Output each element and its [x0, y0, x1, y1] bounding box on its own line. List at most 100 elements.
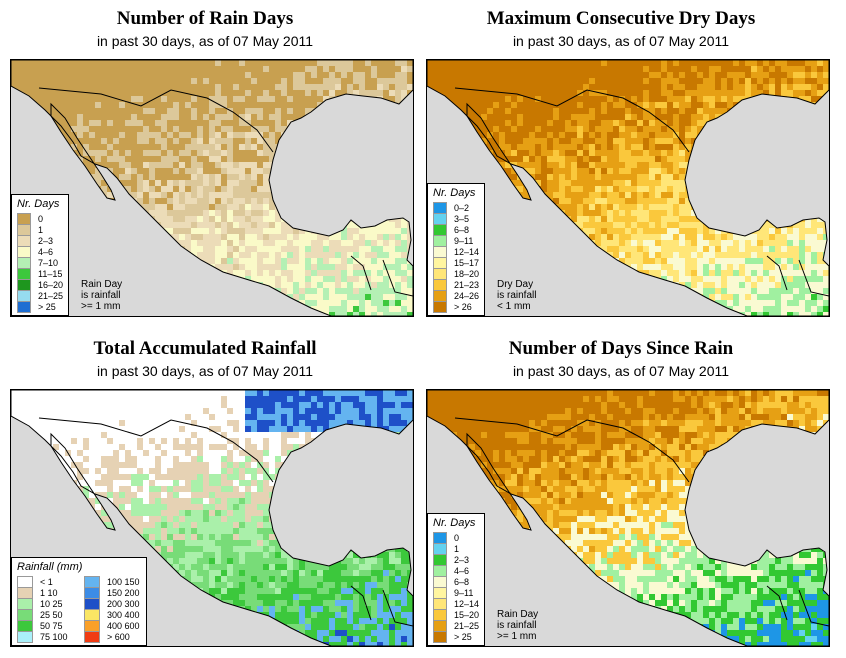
legend-label: 21–25 — [454, 620, 480, 631]
legend-item: 25 50 — [17, 608, 74, 621]
panel-title: Total Accumulated Rainfall — [93, 338, 317, 359]
legend-label: 1 — [454, 543, 460, 554]
legend-item: < 1 — [17, 575, 74, 588]
legend-label: > 600 — [107, 631, 130, 642]
legend-label: 300 400 — [107, 609, 140, 620]
legend-item: > 25 — [433, 630, 479, 643]
country-border — [766, 255, 829, 297]
coastline — [466, 102, 532, 201]
legend-label: 0 — [38, 213, 44, 224]
legend-label: 2–3 — [454, 554, 470, 565]
legend-item: 7–10 — [17, 256, 63, 269]
legend-item: 11–15 — [17, 267, 63, 280]
legend-item: 2–3 — [17, 234, 63, 247]
country-border — [350, 585, 413, 627]
panel-subtitle: in past 30 days, as of 07 May 2011 — [96, 33, 314, 49]
legend-label: 25 50 — [40, 609, 63, 620]
legend-label: 400 600 — [107, 620, 140, 631]
panel-total-rainfall: Total Accumulated Rainfall in past 30 da… — [0, 330, 414, 650]
panel-days-since-rain: Number of Days Since Rain in past 30 day… — [416, 330, 830, 650]
map-dry-days: Nr. Days 0–2 3–5 6–8 9–11 12–14 15–17 18–20 21–… — [426, 59, 830, 317]
legend-label: 0 — [454, 532, 460, 543]
legend-item: 50 75 — [17, 619, 74, 632]
legend-label: 1 — [38, 224, 44, 235]
legend-item: 21–25 — [17, 289, 64, 302]
legend-item: 4–6 — [433, 564, 479, 577]
legend: Nr. Days 0 1 2–3 4–6 7–10 11–15 16–20 21–25 > 25 — [11, 194, 70, 316]
legend-item: > 25 — [17, 300, 63, 313]
legend-item: 1 — [17, 223, 63, 236]
coastline — [50, 102, 116, 201]
legend-label: 1 10 — [40, 587, 58, 598]
coastline — [466, 432, 532, 531]
legend-label: 9–11 — [454, 587, 474, 598]
country-border — [38, 87, 274, 153]
legend-item: 0 — [17, 212, 63, 225]
legend-swatch — [17, 300, 31, 313]
legend-item: 18–20 — [433, 267, 480, 280]
panel-subtitle: in past 30 days, as of 07 May 2011 — [512, 363, 730, 379]
legend-label: 9–11 — [454, 235, 474, 246]
legend-label: 21–25 — [38, 290, 64, 301]
panel-subtitle: in past 30 days, as of 07 May 2011 — [512, 33, 730, 49]
legend-title: Nr. Days — [433, 187, 476, 199]
legend-label: 16–20 — [38, 279, 64, 290]
legend-label: 18–20 — [454, 268, 480, 279]
legend-label: > 25 — [454, 631, 472, 642]
legend-label: 11–15 — [38, 268, 63, 279]
legend-label: 7–10 — [38, 257, 59, 268]
legend-item: 4–6 — [17, 245, 63, 258]
legend-item: 16–20 — [17, 278, 64, 291]
legend-title: Nr. Days — [17, 198, 60, 210]
legend-title: Nr. Days — [433, 517, 476, 529]
legend-item: 15–20 — [433, 608, 480, 621]
legend-item: 200 300 — [84, 597, 141, 610]
legend-item: 75 100 — [17, 630, 74, 643]
country-border — [350, 255, 413, 297]
legend-label: 3–5 — [454, 213, 470, 224]
legend-label: 15–20 — [454, 609, 480, 620]
legend-label: 50 75 — [40, 620, 63, 631]
legend-title: Rainfall (mm) — [17, 561, 83, 573]
legend-item: > 600 — [84, 630, 141, 643]
country-border — [38, 417, 274, 483]
legend-label: > 26 — [454, 301, 472, 312]
legend-label: 12–14 — [454, 598, 480, 609]
legend-item: 1 — [433, 542, 479, 555]
panel-dry-days: Maximum Consecutive Dry Days in past 30 … — [416, 0, 830, 320]
legend-label: 24–26 — [454, 290, 480, 301]
panel-subtitle: in past 30 days, as of 07 May 2011 — [96, 363, 314, 379]
legend-item: 10 25 — [17, 597, 74, 610]
map-note: Dry Day is rainfall < 1 mm — [497, 279, 537, 312]
legend-item: > 26 — [433, 300, 479, 313]
legend-label: 200 300 — [107, 598, 140, 609]
legend-item: 6–8 — [433, 575, 479, 588]
legend-label: 4–6 — [454, 565, 470, 576]
panel-title: Number of Rain Days — [116, 8, 294, 29]
legend-item: 3–5 — [433, 212, 479, 225]
legend-label: > 25 — [38, 301, 56, 312]
country-border — [454, 417, 690, 483]
legend-swatch — [433, 300, 447, 313]
legend: Nr. Days 0 1 2–3 4–6 6–8 9–11 12–14 15–20 21–25 >… — [427, 513, 486, 646]
coastline — [427, 390, 829, 646]
legend-label: 21–23 — [454, 279, 480, 290]
legend-label: 12–14 — [454, 246, 480, 257]
legend-item: 2–3 — [433, 553, 479, 566]
map-note: Rain Day is rainfall >= 1 mm — [81, 279, 123, 312]
legend-item: 21–25 — [433, 619, 480, 632]
map-canvas — [427, 60, 829, 316]
legend-item: 9–11 — [433, 586, 479, 599]
legend-item: 100 150 — [84, 575, 141, 588]
legend-item: 6–8 — [433, 223, 479, 236]
legend-item: 1 10 — [17, 586, 74, 599]
coastline — [50, 432, 116, 531]
legend: Nr. Days 0–2 3–5 6–8 9–11 12–14 15–17 18–20 21–… — [427, 183, 486, 316]
legend-label: 6–8 — [454, 224, 470, 235]
legend-item: 12–14 — [433, 597, 480, 610]
legend-label: < 1 — [40, 576, 53, 587]
coastline — [11, 60, 413, 316]
legend-label: 75 100 — [40, 631, 68, 642]
